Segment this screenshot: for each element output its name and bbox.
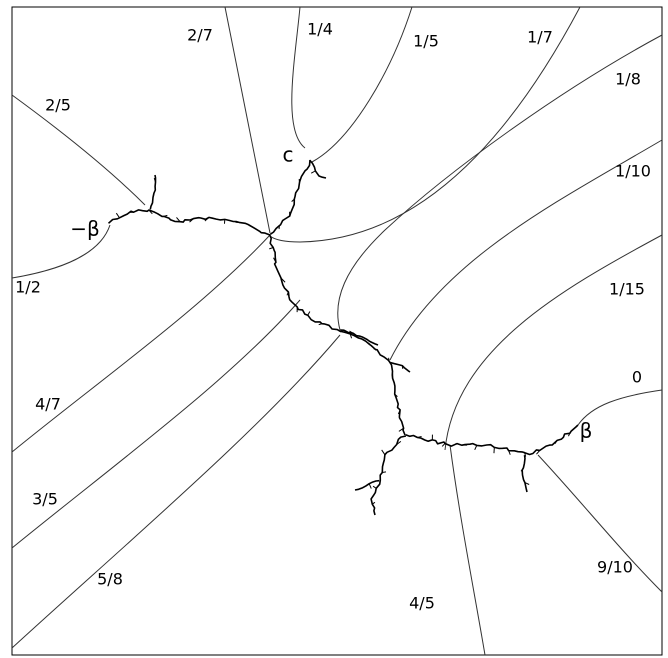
ray-label: 9/10: [597, 558, 633, 577]
ray-label: 0: [632, 368, 642, 387]
point-label: −β: [70, 217, 100, 241]
ray-label: 4/7: [35, 395, 61, 414]
twig: [382, 472, 386, 473]
ray-label: 4/5: [409, 594, 435, 613]
twig: [402, 366, 403, 369]
ray-label: 1/4: [307, 20, 333, 39]
ray-label: 1/7: [527, 28, 553, 47]
frame: [12, 7, 662, 655]
ray-label: 1/10: [615, 162, 651, 181]
ray-label: 1/15: [609, 280, 645, 299]
ray-label: 1/2: [15, 278, 41, 297]
point-label: c: [283, 143, 294, 167]
ray-label: 2/7: [187, 26, 213, 45]
ray-label: 2/5: [45, 96, 71, 115]
twig: [389, 358, 390, 361]
ray-label: 1/8: [615, 70, 641, 89]
ray-label: 3/5: [32, 490, 58, 509]
julia-diagram: 2/7 1/4 1/5 1/7 1/8 2/5 c 1/10 −β 1/2 1/…: [0, 0, 668, 658]
ray-label: 5/8: [97, 570, 123, 589]
point-label: β: [580, 419, 593, 443]
ray-label: 1/5: [413, 32, 439, 51]
